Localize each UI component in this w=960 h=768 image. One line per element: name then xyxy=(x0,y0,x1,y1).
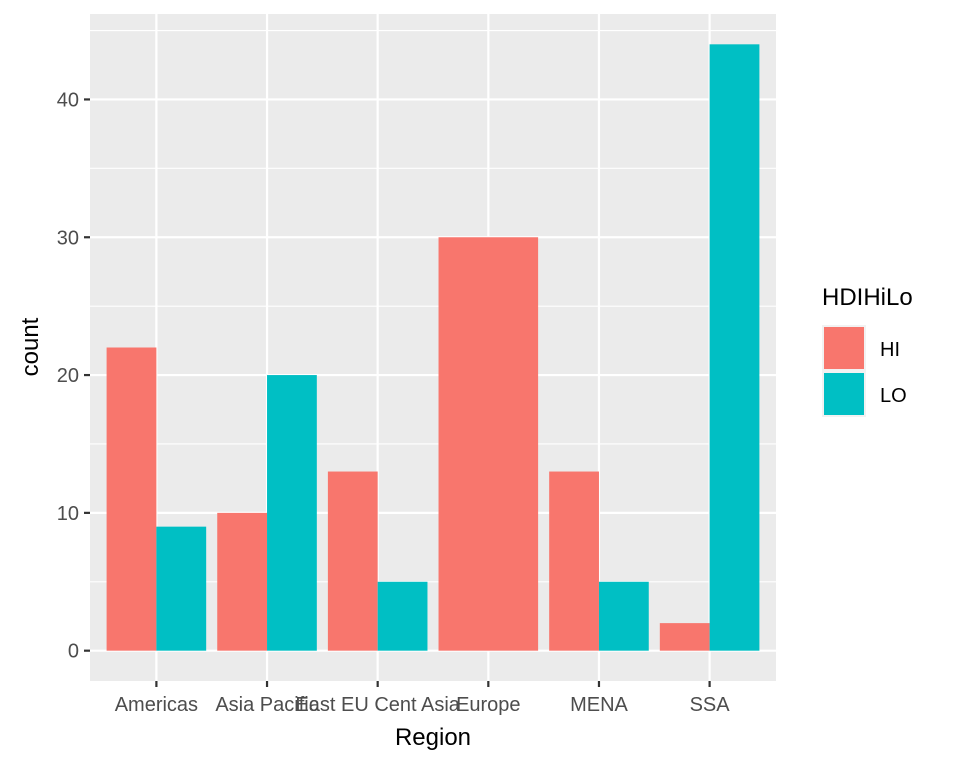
legend-key-lo xyxy=(824,373,864,415)
legend-key-hi xyxy=(824,327,864,369)
bar-lo xyxy=(267,375,317,651)
x-tick-label: Asia Pacific xyxy=(215,694,318,716)
bar-lo xyxy=(598,581,649,651)
bar-lo xyxy=(709,44,760,651)
y-tick-label: 20 xyxy=(57,365,79,387)
y-tick-label: 10 xyxy=(57,503,79,525)
bar-hi xyxy=(327,471,378,651)
x-tick-label: SSA xyxy=(690,694,731,716)
x-tick-label: Americas xyxy=(115,694,198,716)
bars xyxy=(106,44,760,651)
y-tick-label: 40 xyxy=(57,89,79,111)
bar-lo xyxy=(377,581,428,651)
bar-hi xyxy=(549,471,599,651)
bar-hi xyxy=(106,347,157,651)
y-axis-title: count xyxy=(17,317,44,376)
legend-label-lo: LO xyxy=(880,385,907,407)
y-tick-label: 0 xyxy=(68,641,79,663)
bar-lo xyxy=(156,526,207,651)
y-tick-label: 30 xyxy=(57,227,79,249)
legend-label-hi: HI xyxy=(880,339,900,361)
x-axis-title: Region xyxy=(395,724,471,751)
bar-hi xyxy=(217,512,268,651)
legend: HDIHiLo HI LO xyxy=(822,284,913,417)
legend-title: HDIHiLo xyxy=(822,284,913,311)
bar-hi xyxy=(438,237,539,651)
bar-hi xyxy=(659,623,710,651)
y-axis: 0 10 20 30 40 xyxy=(57,89,90,663)
x-tick-label: MENA xyxy=(570,694,628,716)
x-tick-label: East EU Cent Asia xyxy=(295,694,460,716)
x-tick-label: Europe xyxy=(456,694,521,716)
